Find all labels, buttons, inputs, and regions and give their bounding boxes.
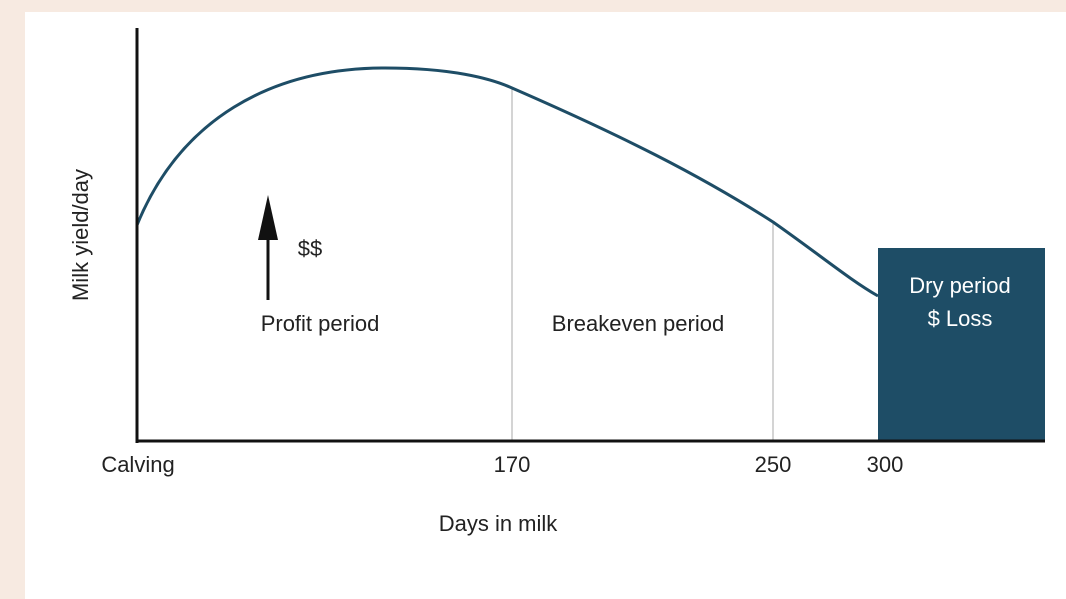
arrow-head [258,195,278,240]
x-tick-label: Calving [101,452,174,477]
lactation-curve [135,66,879,298]
dry-loss-label: $ Loss [928,306,993,331]
y-axis-label: Milk yield/day [68,169,93,301]
x-tick-label: 170 [494,452,531,477]
breakeven-label: Breakeven period [552,311,724,336]
profit-label: Profit period [261,311,380,336]
x-tick-label: 250 [755,452,792,477]
dry-period-box [878,248,1045,441]
dry-label: Dry period [909,273,1010,298]
arrow-label: $$ [298,236,322,261]
x-tick-label: 300 [867,452,904,477]
x-axis-label: Days in milk [439,511,559,536]
